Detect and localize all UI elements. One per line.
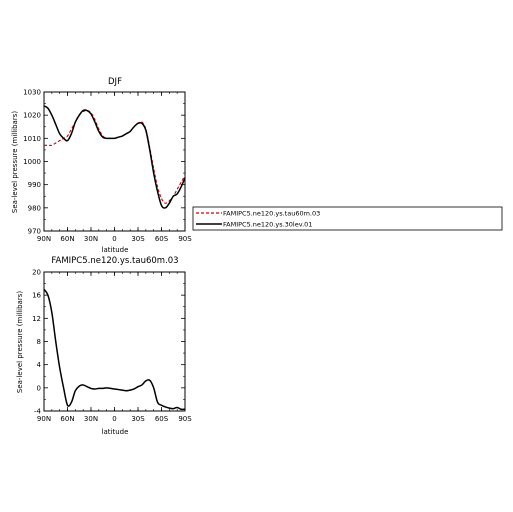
plot-frame [43,271,186,412]
series-line-red-dashed [44,109,186,204]
chart-djf: DJF Sea-level pressure (millibars) latit… [11,77,192,254]
legend-entry: FAMIPC5.ne120.ys.tau60m.03 [223,210,320,218]
legend-entry: FAMIPC5.ne120.ys.30lev.01 [223,221,312,229]
legend-box [192,206,503,231]
y-tick-label: 16 [32,292,41,300]
x-tick-label: 60S [155,415,169,423]
y-tick-label: 1010 [23,135,41,143]
y-axis-label: Sea-level pressure (millibars) [16,291,24,393]
y-tick-label: -4 [34,408,42,416]
x-tick-label: 30S [131,235,145,243]
chart-title: FAMIPC5.ne120.ys.tau60m.03 [51,256,178,266]
series-line-black [43,288,186,411]
chart-title: DJF [108,77,122,87]
x-axis-label: latitude [102,246,129,254]
x-axis-label: latitude [102,428,129,436]
y-tick-label: 1030 [23,89,41,97]
y-tick-label: 20 [32,269,41,277]
x-tick-label: 90S [178,415,192,423]
y-tick-label: 1000 [23,158,41,166]
y-tick-label: 1020 [23,112,41,120]
chart-difference: FAMIPC5.ne120.ys.tau60m.03 Sea-level pre… [16,256,192,436]
x-tick-label: 30N [84,415,98,423]
y-axis-label: Sea-level pressure (millibars) [11,111,19,213]
y-tick-label: 990 [28,181,41,189]
x-tick-label: 60N [60,235,74,243]
x-tick-label: 30N [84,235,98,243]
y-tick-label: 8 [37,338,41,346]
series-line-black [43,105,186,209]
x-tick-label: 30S [131,415,145,423]
x-tick-label: 90N [37,235,51,243]
x-tick-label: 90N [37,415,51,423]
x-tick-label: 90S [178,235,192,243]
legend: FAMIPC5.ne120.ys.tau60m.03 FAMIPC5.ne120… [192,206,503,231]
y-tick-label: 4 [37,361,42,369]
y-tick-label: 980 [28,204,41,212]
x-tick-label: 0 [112,235,116,243]
x-tick-label: 60N [60,415,74,423]
y-tick-label: 12 [32,315,41,323]
x-tick-label: 60S [155,235,169,243]
x-tick-label: 0 [112,415,116,423]
y-tick-label: 970 [28,228,41,236]
plot-frame [43,91,186,232]
y-tick-label: 0 [37,384,41,392]
